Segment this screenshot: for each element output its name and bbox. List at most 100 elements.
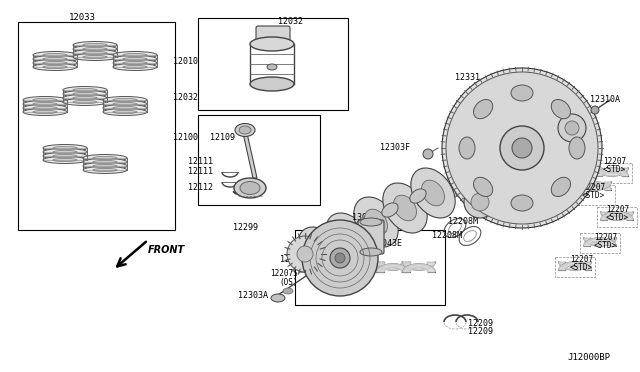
Polygon shape: [559, 262, 591, 270]
Circle shape: [512, 138, 532, 158]
Ellipse shape: [83, 167, 127, 173]
Ellipse shape: [93, 160, 117, 164]
Bar: [580, 233, 620, 253]
Ellipse shape: [103, 109, 147, 115]
Bar: [18, 22, 175, 230]
Polygon shape: [377, 262, 409, 270]
Text: 12303F: 12303F: [380, 144, 410, 153]
Text: 12111: 12111: [188, 157, 213, 167]
Ellipse shape: [235, 124, 255, 137]
Ellipse shape: [33, 55, 77, 62]
Ellipse shape: [113, 55, 157, 62]
Text: 13021L: 13021L: [352, 214, 382, 222]
Text: 12331: 12331: [456, 74, 481, 83]
Ellipse shape: [283, 288, 293, 294]
Ellipse shape: [33, 110, 57, 113]
Ellipse shape: [234, 178, 266, 198]
Ellipse shape: [383, 183, 427, 233]
Polygon shape: [351, 264, 383, 272]
Ellipse shape: [382, 203, 398, 217]
Circle shape: [287, 236, 323, 272]
Ellipse shape: [23, 105, 67, 112]
Ellipse shape: [83, 51, 107, 55]
Bar: [592, 163, 632, 183]
Ellipse shape: [411, 168, 455, 218]
Ellipse shape: [33, 99, 57, 102]
Ellipse shape: [53, 150, 77, 154]
Ellipse shape: [360, 218, 382, 226]
Polygon shape: [243, 133, 257, 178]
Text: 12112: 12112: [188, 183, 213, 192]
Ellipse shape: [93, 164, 117, 167]
Circle shape: [335, 253, 345, 263]
Ellipse shape: [43, 144, 87, 151]
Ellipse shape: [73, 93, 97, 96]
Ellipse shape: [43, 148, 87, 155]
Text: 12207: 12207: [603, 157, 626, 167]
Text: 12200: 12200: [330, 248, 355, 257]
Bar: [555, 257, 595, 277]
Circle shape: [558, 114, 586, 142]
Polygon shape: [584, 238, 616, 246]
Text: 12207: 12207: [570, 256, 593, 264]
Ellipse shape: [113, 99, 137, 102]
Polygon shape: [601, 212, 633, 220]
Polygon shape: [377, 264, 409, 272]
Ellipse shape: [63, 94, 107, 102]
Ellipse shape: [459, 137, 475, 159]
Ellipse shape: [53, 154, 77, 157]
Polygon shape: [596, 168, 628, 176]
Ellipse shape: [33, 60, 77, 67]
Polygon shape: [299, 262, 331, 270]
Text: 12207: 12207: [606, 205, 629, 215]
Ellipse shape: [337, 225, 360, 251]
Ellipse shape: [298, 227, 342, 277]
Ellipse shape: [23, 96, 67, 103]
Ellipse shape: [83, 158, 127, 166]
Ellipse shape: [511, 195, 533, 211]
Text: 12032: 12032: [173, 93, 198, 103]
Circle shape: [423, 149, 433, 159]
Ellipse shape: [113, 102, 137, 106]
Ellipse shape: [73, 42, 117, 48]
Bar: [295, 230, 445, 305]
Text: 12333: 12333: [520, 80, 545, 90]
Ellipse shape: [365, 209, 387, 235]
Ellipse shape: [113, 51, 157, 58]
Ellipse shape: [73, 89, 97, 92]
Circle shape: [565, 121, 579, 135]
Ellipse shape: [551, 99, 570, 119]
Text: 12010: 12010: [173, 58, 198, 67]
Ellipse shape: [93, 157, 117, 160]
Circle shape: [500, 126, 544, 170]
Polygon shape: [403, 262, 435, 270]
Text: 12208M: 12208M: [432, 231, 462, 241]
Polygon shape: [325, 264, 357, 272]
Bar: [597, 207, 637, 227]
Ellipse shape: [410, 189, 426, 203]
Text: 12303: 12303: [280, 256, 305, 264]
Ellipse shape: [53, 158, 77, 161]
Bar: [198, 115, 320, 205]
Ellipse shape: [123, 65, 147, 68]
FancyBboxPatch shape: [256, 26, 290, 42]
Text: (OS): (OS): [280, 278, 298, 286]
Text: 12207: 12207: [594, 234, 617, 243]
Polygon shape: [584, 238, 616, 246]
Ellipse shape: [83, 48, 107, 51]
Ellipse shape: [113, 110, 137, 113]
Text: 12109: 12109: [210, 134, 235, 142]
Text: 12100: 12100: [173, 134, 198, 142]
Polygon shape: [559, 262, 591, 270]
Ellipse shape: [43, 153, 87, 160]
Text: <STD>: <STD>: [594, 241, 617, 250]
Ellipse shape: [123, 61, 147, 64]
Ellipse shape: [474, 99, 493, 119]
Ellipse shape: [63, 99, 107, 106]
Ellipse shape: [43, 54, 67, 57]
Text: <STD>: <STD>: [570, 263, 593, 273]
Ellipse shape: [326, 213, 370, 263]
Ellipse shape: [33, 64, 77, 71]
Ellipse shape: [511, 85, 533, 101]
Ellipse shape: [113, 60, 157, 67]
